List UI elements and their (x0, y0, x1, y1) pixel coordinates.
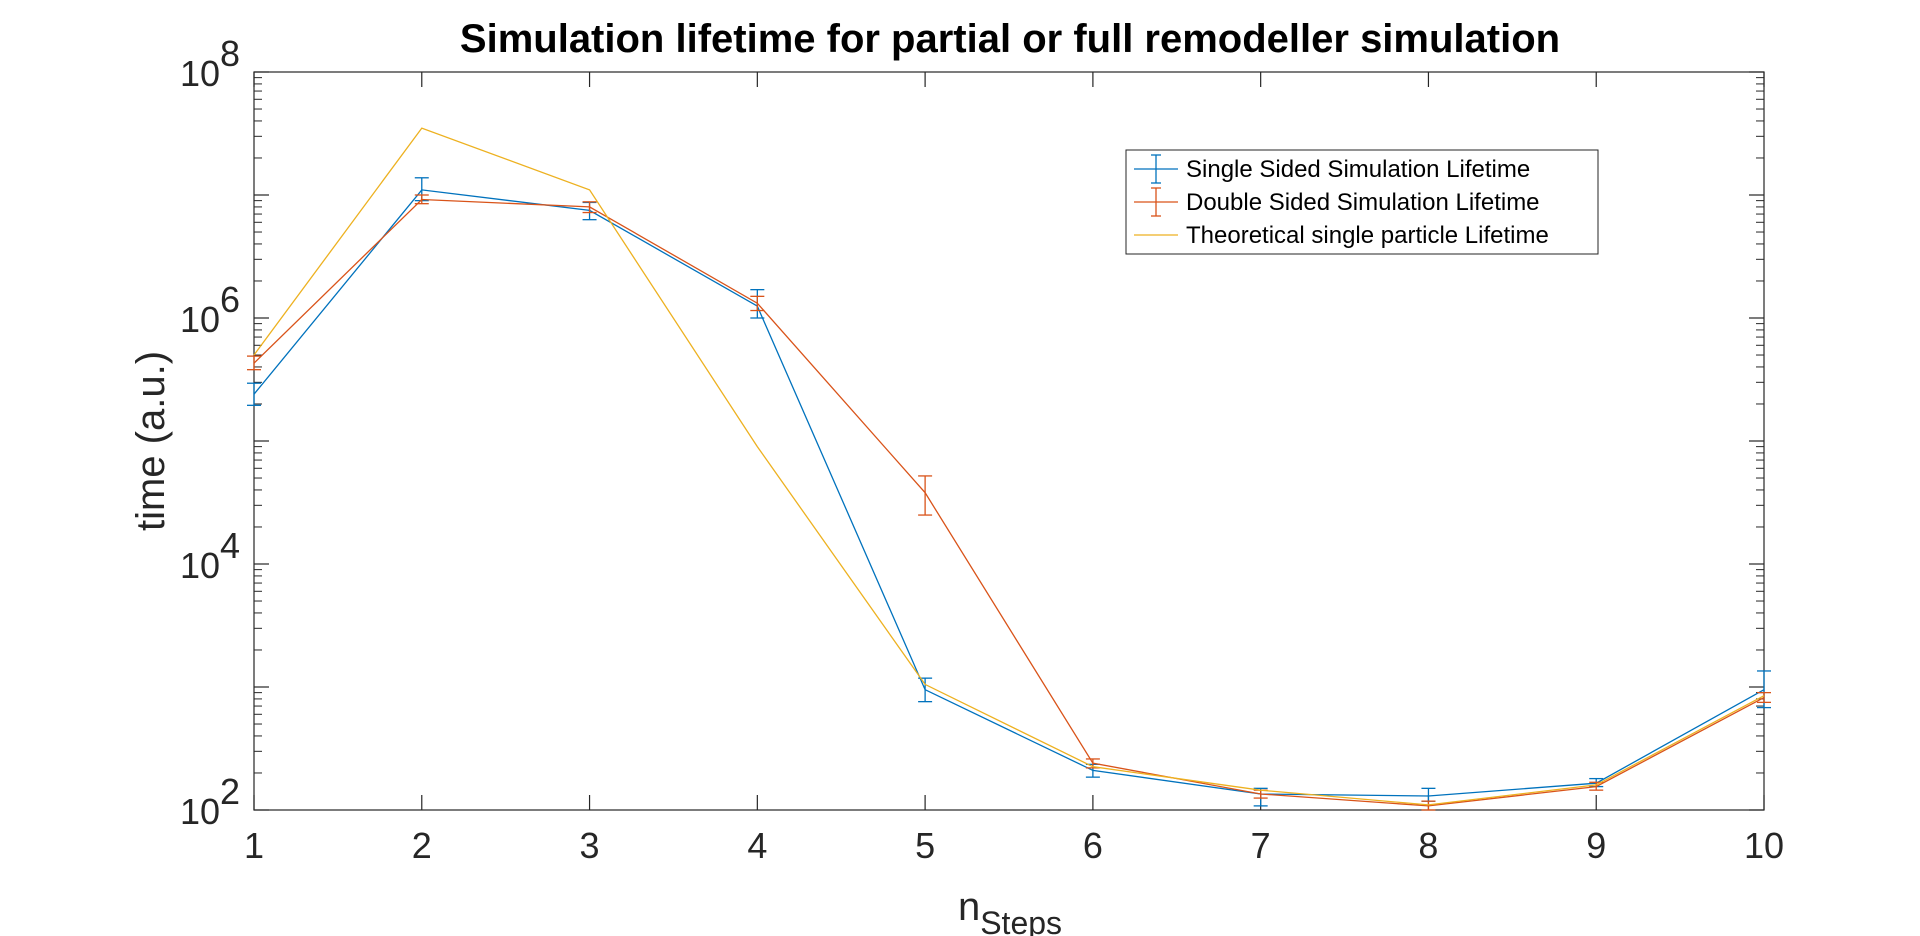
x-tick-label: 7 (1251, 825, 1271, 866)
y-tick-label-base: 10 (180, 545, 220, 586)
y-tick-label-base: 10 (180, 53, 220, 94)
y-tick-label-base: 10 (180, 791, 220, 832)
x-axis-label: nSteps (958, 885, 1062, 936)
x-tick-label: 8 (1418, 825, 1438, 866)
x-axis-label-main: n (958, 885, 980, 929)
legend-label: Theoretical single particle Lifetime (1186, 222, 1549, 249)
y-tick-label-base: 10 (180, 299, 220, 340)
x-tick-label: 6 (1083, 825, 1103, 866)
y-tick-label: 10 (180, 53, 220, 94)
x-tick-label: 5 (915, 825, 935, 866)
x-tick-label: 1 (244, 825, 264, 866)
series-3 (253, 127, 1765, 806)
x-tick-labels: 1 2 3 4 5 6 7 8 9 10 (244, 825, 1784, 866)
y-tick-label: 10 (180, 299, 220, 340)
legend: Single Sided Simulation Lifetime Double S… (1125, 149, 1599, 255)
series-line (253, 189, 1765, 797)
series-line (253, 198, 1765, 807)
y-tick-label-exponent: 8 (220, 33, 240, 74)
legend-label: Single Sided Simulation Lifetime (1186, 156, 1530, 183)
series-layer (247, 127, 1771, 811)
y-axis-label: time (a.u.) (129, 351, 173, 531)
x-tick-label: 10 (1744, 825, 1784, 866)
y-tick-label-exponent: 6 (220, 279, 240, 320)
chart-title: Simulation lifetime for partial or full … (460, 17, 1560, 61)
y-tick-label: 10 (180, 791, 220, 832)
series-line (253, 127, 1765, 806)
x-axis-label-subscript: Steps (980, 905, 1062, 936)
x-tick-label: 4 (747, 825, 767, 866)
y-tick-label: 10 (180, 545, 220, 586)
x-tick-label: 2 (412, 825, 432, 866)
legend-label: Double Sided Simulation Lifetime (1186, 189, 1540, 216)
y-tick-label-exponent: 4 (220, 525, 240, 566)
x-tick-label: 3 (580, 825, 600, 866)
legend-box (1125, 149, 1599, 255)
x-tick-label: 9 (1586, 825, 1606, 866)
series-2 (247, 194, 1771, 811)
y-tick-label-exponent: 2 (220, 771, 240, 812)
